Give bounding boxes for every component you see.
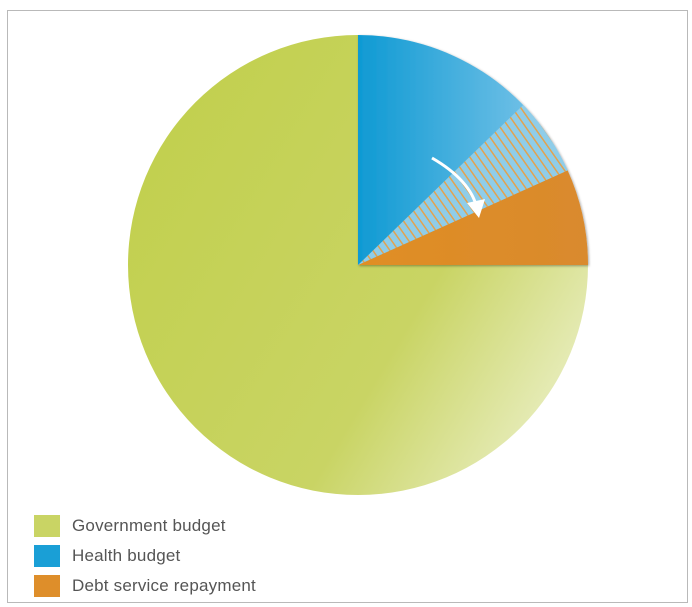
legend: Government budget Health budget Debt ser… [34,511,256,601]
legend-swatch-government-budget [34,515,60,537]
legend-label: Health budget [72,546,181,565]
pie-slice-hatched-highlight [358,104,568,265]
legend-label: Debt service repayment [72,576,256,595]
legend-swatch-health-budget [34,545,60,567]
legend-label: Government budget [72,516,226,535]
legend-item-health-budget: Health budget [34,541,256,571]
curved-arrow-head [467,199,485,218]
legend-item-debt-service-repayment: Debt service repayment [34,571,256,601]
legend-item-government-budget: Government budget [34,511,256,541]
legend-swatch-debt-service-repayment [34,575,60,597]
pie-slice-health-budget [358,35,568,265]
pie-slice-debt-service-repayment [358,170,588,265]
